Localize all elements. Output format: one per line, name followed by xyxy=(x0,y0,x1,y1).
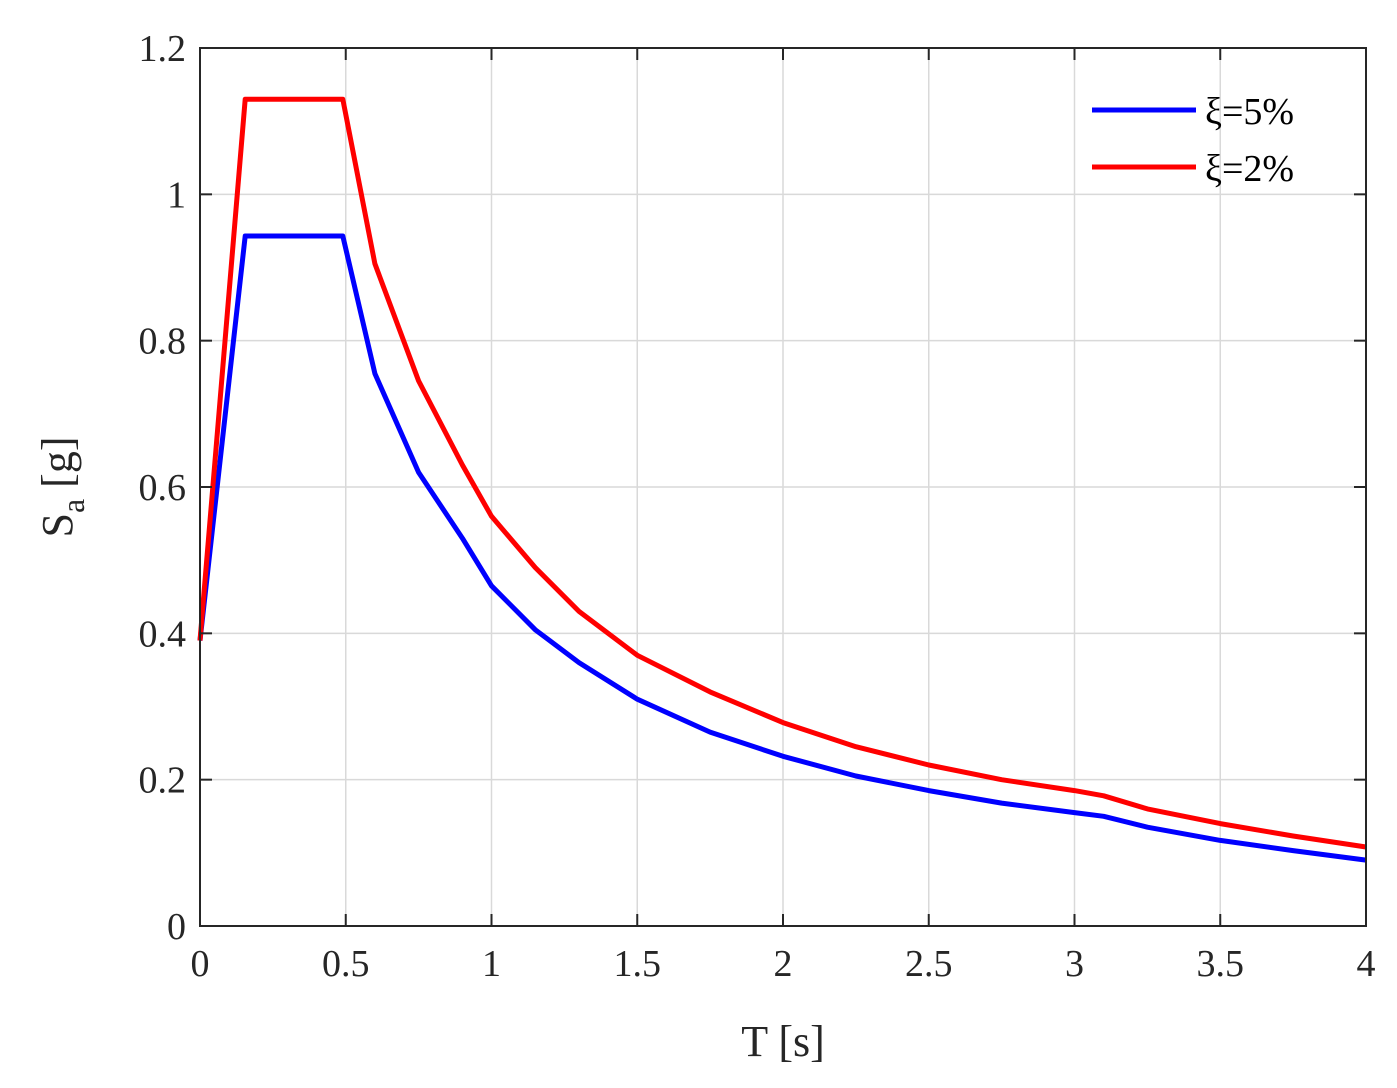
series-line-2 xyxy=(197,96,1367,850)
x-tick-label: 2 xyxy=(774,943,793,985)
y-axis-label: Sa [g] xyxy=(33,437,91,538)
y-axis-label-unit: [g] xyxy=(33,437,82,499)
y-tick-label: 1.2 xyxy=(139,28,187,70)
y-tick-label: 0 xyxy=(167,906,186,948)
x-tick-label: 3 xyxy=(1065,943,1084,985)
x-tick-label: 4 xyxy=(1357,943,1376,985)
tick-labels: 0 0.5 1 1.5 2 2.5 3 3.5 4 0 0.2 0.4 0.6 0.8 1 1.2 xyxy=(139,28,1376,985)
y-axis-label-main: S xyxy=(33,513,82,537)
y-tick-label: 0.8 xyxy=(139,321,187,363)
legend: ξ=5% ξ=2% xyxy=(1092,91,1294,190)
y-axis-label-subscript: a xyxy=(55,499,91,513)
x-tick-label: 0.5 xyxy=(322,943,370,985)
grid-lines xyxy=(200,48,1366,926)
x-tick-label: 1 xyxy=(482,943,501,985)
series-line-1 xyxy=(197,233,1367,863)
data-series xyxy=(197,96,1367,863)
y-tick-label: 1 xyxy=(167,174,186,216)
x-tick-label: 2.5 xyxy=(905,943,953,985)
x-tick-label: 0 xyxy=(191,943,210,985)
x-tick-label: 3.5 xyxy=(1197,943,1245,985)
y-tick-label: 0.2 xyxy=(139,760,187,802)
y-tick-label: 0.4 xyxy=(139,613,187,655)
axis-ticks xyxy=(199,47,1367,927)
legend-label-series-1: ξ=5% xyxy=(1205,91,1294,133)
x-axis-label: T [s] xyxy=(741,1017,825,1066)
x-tick-label: 1.5 xyxy=(614,943,662,985)
legend-label-series-2: ξ=2% xyxy=(1205,148,1294,190)
y-tick-label: 0.6 xyxy=(139,467,187,509)
